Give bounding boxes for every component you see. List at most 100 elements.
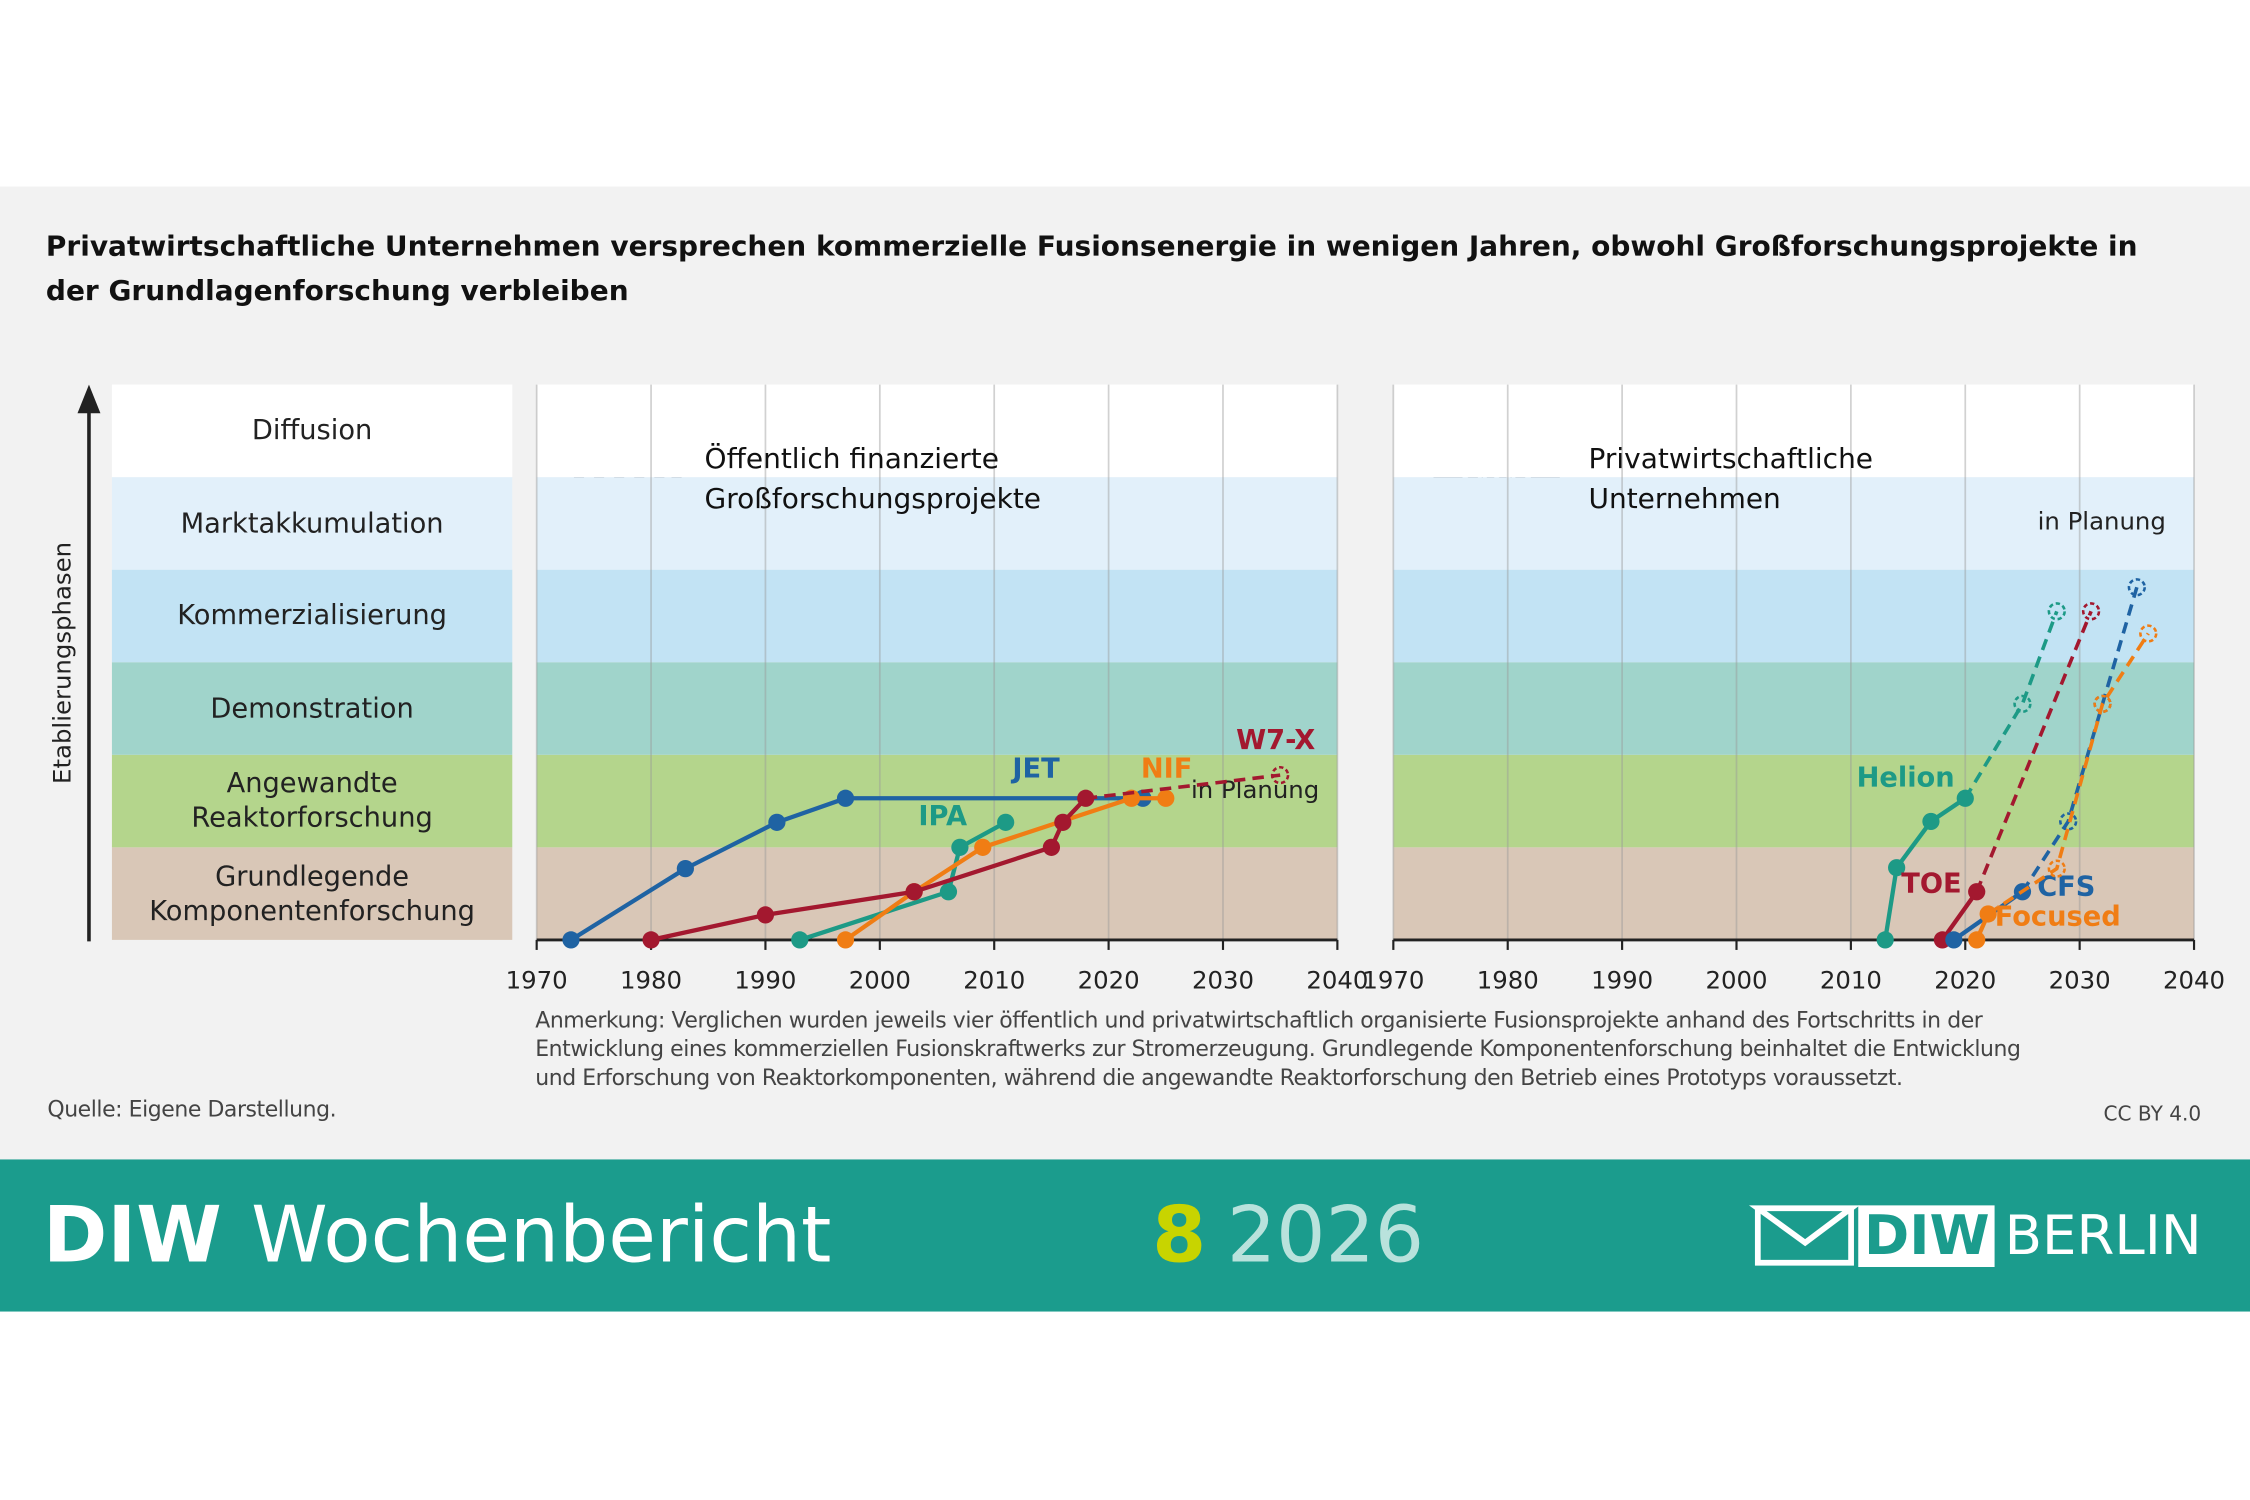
- marker: [974, 838, 992, 856]
- stage-label: Angewandte Reaktorforschung: [191, 768, 433, 835]
- series-label: Focused: [1995, 902, 2121, 933]
- stage-band: [111, 384, 513, 478]
- stage-band: [536, 754, 1338, 848]
- publisher-logo-mark: [1748, 1205, 1995, 1268]
- x-tick-label: 1980: [620, 966, 682, 995]
- x-tick-label: 2000: [849, 966, 911, 995]
- planned-marker: [2059, 812, 2078, 831]
- stage-band: [536, 662, 1338, 755]
- stage-band: [111, 477, 513, 570]
- marker: [642, 931, 660, 949]
- stage-band: [111, 754, 513, 848]
- note: Anmerkung: Verglichen wurden jeweils vie…: [535, 1007, 2021, 1091]
- x-tick-label: 1970: [506, 966, 568, 995]
- marker: [1042, 838, 1061, 856]
- planned-marker: [2081, 602, 2101, 621]
- marker: [791, 931, 809, 949]
- marker: [1979, 905, 1997, 923]
- stage-band: [1393, 477, 2195, 570]
- series-label: CFS: [2037, 871, 2095, 902]
- publication-brand: DIW: [43, 1189, 222, 1280]
- stage-band: [1393, 384, 2195, 478]
- marker: [951, 838, 969, 856]
- marker: [836, 931, 855, 949]
- publisher-brand: DIW: [1864, 1203, 1990, 1268]
- stage-label: Diffusion: [251, 415, 373, 447]
- stage-label: Demonstration: [210, 692, 414, 725]
- marker: [997, 813, 1015, 831]
- x-tick-label: 2010: [963, 966, 1025, 995]
- x-tick-label: 1970: [1362, 966, 1424, 995]
- x-tick-label: 1980: [1477, 966, 1539, 995]
- marker: [939, 883, 958, 901]
- series-label: TOE: [1901, 869, 1961, 900]
- stage-label: Grundlegende Komponentenforschung: [149, 860, 475, 927]
- series-line: [799, 820, 1007, 942]
- marker: [1888, 859, 1906, 877]
- x-tick-label: 2030: [1192, 966, 1254, 995]
- stage-band: [1393, 569, 2195, 663]
- marker: [1956, 789, 1974, 807]
- marker: [905, 883, 923, 901]
- marker: [756, 906, 775, 924]
- issue-year: 2026: [1226, 1189, 1425, 1280]
- series-line: [1940, 890, 1979, 942]
- y-axis-arrowhead: [77, 384, 101, 414]
- stage-label: Kommerzialisierung: [177, 600, 447, 632]
- marker: [1157, 789, 1175, 807]
- y-axis-label: Etablierungsphasen: [47, 542, 76, 784]
- series-line-planned: [1975, 610, 2093, 893]
- license: CC BY 4.0: [2103, 1103, 2202, 1127]
- series-line-planned: [2020, 586, 2139, 893]
- series-line-planned: [1963, 610, 2059, 800]
- stage-band: [1393, 847, 2195, 940]
- source: Quelle: Eigene Darstellung.: [47, 1096, 337, 1123]
- x-tick-label: 2040: [2163, 966, 2225, 995]
- marker: [1945, 931, 1963, 949]
- x-tick-label: 2000: [1705, 966, 1767, 995]
- marker: [1876, 931, 1894, 949]
- marker: [1077, 789, 1095, 807]
- marker: [676, 860, 694, 878]
- planned-marker: [2047, 602, 2066, 621]
- stage-band: [1393, 662, 2195, 755]
- marker: [768, 813, 786, 831]
- planned-marker: [1270, 765, 1290, 785]
- series-line: [1883, 796, 1967, 941]
- stage-band: [111, 847, 513, 940]
- planned-marker: [2047, 859, 2066, 878]
- marker: [562, 931, 580, 949]
- stage-band: [1393, 754, 2195, 848]
- stage-band: [111, 569, 513, 663]
- x-tick-label: 1990: [1591, 966, 1653, 995]
- publication-name: Wochenbericht: [251, 1189, 832, 1280]
- series-label: JET: [1010, 754, 1060, 785]
- stage-band: [536, 384, 1338, 478]
- stage-band: [111, 662, 513, 755]
- planned-marker: [2139, 624, 2158, 643]
- x-tick-label: 2040: [1306, 966, 1368, 995]
- x-tick-label: 2010: [1820, 966, 1882, 995]
- stage-band: [536, 477, 1338, 570]
- planned-marker: [2093, 694, 2112, 714]
- series-label: NIF: [1141, 754, 1193, 785]
- stage-band: [536, 569, 1338, 663]
- series-line-planned: [1085, 773, 1281, 801]
- x-tick-label: 2020: [1934, 966, 1996, 995]
- series-line-planned: [1987, 632, 2150, 916]
- x-tick-label: 2020: [1078, 966, 1140, 995]
- x-tick-label: 1990: [734, 966, 796, 995]
- issue-number: 8: [1152, 1189, 1207, 1280]
- annotation: in Planung: [2038, 506, 2166, 535]
- marker: [1054, 813, 1072, 831]
- marker: [1922, 812, 1940, 831]
- stage-label: Marktakkumulation: [180, 507, 444, 540]
- planned-marker: [2013, 694, 2032, 714]
- series-label: IPA: [918, 801, 967, 832]
- publisher-city: BERLIN: [2004, 1203, 2202, 1268]
- page-title: Privatwirtschaftliche Unternehmen verspr…: [45, 229, 2138, 308]
- panel-title: Öffentlich finanzierte Großforschungspro…: [704, 441, 1042, 516]
- panel-title: Privatwirtschaftliche Unternehmen: [1588, 441, 1874, 516]
